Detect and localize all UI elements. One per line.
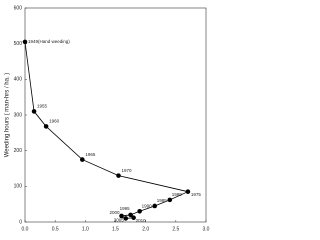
point-label: 1995 (120, 206, 131, 211)
data-point (116, 173, 121, 178)
data-point (167, 197, 173, 203)
data-point (123, 216, 129, 221)
data-point (185, 189, 191, 194)
y-tick-label: 0 (19, 219, 22, 225)
data-point (137, 209, 142, 214)
point-label: 1960 (49, 119, 60, 124)
data-point (128, 212, 133, 218)
point-label: 2000 (110, 210, 121, 215)
point-label: 1975 (191, 192, 202, 197)
point-label: 1955 (37, 104, 48, 109)
y-tick-label: 100 (14, 184, 23, 190)
chart: Weeding hours ( man-hrs / ha. ) 0 100 200 3… (5, 5, 210, 232)
point-label: 1949(Hand weeding) (28, 39, 70, 44)
data-point (152, 203, 158, 209)
data-point (80, 157, 85, 162)
point-label: 1980 (172, 192, 183, 197)
point-label: 1990 (142, 203, 153, 208)
data-point (22, 39, 28, 45)
data-line (24, 41, 190, 219)
point-label: 2005 (114, 218, 125, 223)
point-label: 1965 (85, 152, 96, 157)
y-tick-label: 500 (14, 41, 23, 47)
x-tick-label: 0.5 (52, 226, 59, 232)
y-tick-label: 300 (14, 112, 23, 118)
data-point (119, 213, 124, 219)
data-point (31, 109, 37, 114)
data-point (43, 124, 49, 129)
y-tick-label: 200 (14, 148, 23, 154)
x-tick-label: 2.5 (172, 226, 179, 232)
point-label: 1970 (122, 168, 133, 173)
data-point (131, 215, 136, 221)
x-tick-label: 1.0 (82, 226, 89, 232)
x-tick-label: 1.5 (112, 226, 119, 232)
x-tick-label: 3.0 (203, 226, 210, 232)
x-tick-label: 2.0 (142, 226, 149, 232)
y-tick-label: 400 (14, 77, 23, 83)
point-label: 2010 (136, 218, 147, 223)
y-tick-label: 600 (14, 5, 23, 11)
point-label: 1985 (157, 198, 168, 203)
y-axis-title: Weeding hours ( man-hrs / ha. ) (5, 73, 11, 158)
x-tick-label: 0.0 (22, 226, 29, 232)
